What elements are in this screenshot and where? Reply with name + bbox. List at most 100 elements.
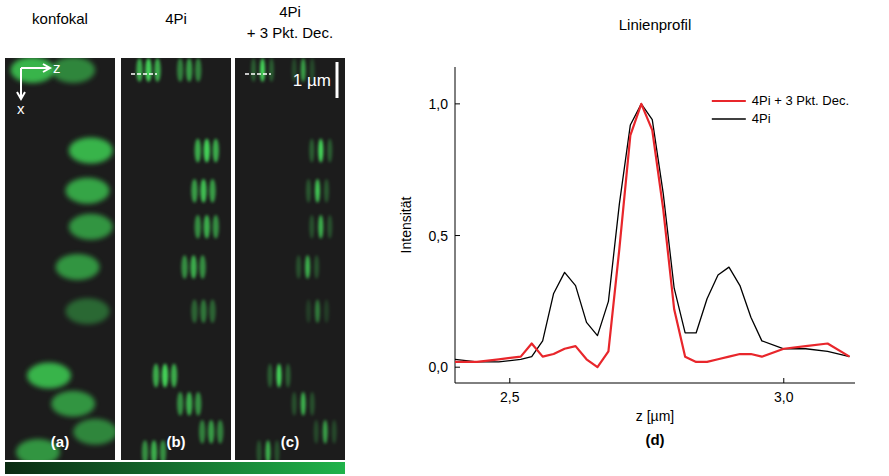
stripe [160,440,166,460]
stripe [324,179,329,203]
blob [73,419,115,445]
stripe [191,299,197,323]
stripe [186,392,192,416]
x-tick [509,378,510,383]
stripe [251,58,256,82]
y-tick-label: 0,0 [429,359,449,375]
fluorescence [11,58,116,460]
stripe [208,420,214,444]
stripe [162,364,168,388]
profile-line [455,104,850,367]
stripe [213,138,219,162]
y-tick [455,235,460,236]
stripe [217,420,223,444]
y-tick-label: 0,5 [429,228,449,244]
stripe [213,215,219,239]
stripe [190,255,196,279]
stripe [142,440,148,460]
stripe [153,364,159,388]
image-background [121,58,231,460]
fluorescence [136,58,223,460]
axis-label: x [17,100,25,117]
axis-label: z [53,59,61,76]
stripe [151,440,157,460]
blob [51,391,95,417]
x-tick-label: 3,0 [774,389,794,405]
image-panel [5,57,117,465]
y-tick-label: 1,0 [429,96,449,112]
stripe [277,364,282,388]
blob [56,254,100,280]
legend-swatch [712,100,746,102]
legend-label: 4Pi [752,111,771,126]
stripe [318,215,323,239]
stripe [286,364,291,388]
stripe [209,179,215,203]
stripe [136,58,142,82]
stripe [305,255,310,279]
stripe [200,299,206,323]
y-axis [455,67,456,383]
blob [11,58,55,83]
stripe [315,179,320,203]
plot-area [455,104,850,367]
blob [51,58,95,83]
y-axis-title: Intensität [398,196,414,253]
stripe [204,138,210,162]
profile-line [131,73,157,75]
axis-arrows [17,64,50,99]
stripe [314,255,319,279]
stripe [145,58,151,82]
panel-title: 4Pi+ 3 Pkt. Dec. [247,3,333,41]
stripe [204,215,210,239]
panel-letter: (d) [645,431,664,448]
stripe [199,420,205,444]
panel-letter: (c) [281,433,299,450]
scale-bar [336,62,339,98]
panel-title: 4Pi [165,10,187,27]
scale-bar-label: 1 µm [293,71,331,90]
stripe [195,392,201,416]
y-tick [455,103,460,104]
stripe [177,58,183,82]
x-axis-title: z [µm] [636,408,674,424]
blob [66,298,110,324]
stripe [195,58,201,82]
legend-swatch [712,118,746,119]
stripe [327,215,332,239]
stripe [177,392,183,416]
stripe [324,299,329,323]
stripe [323,420,328,444]
stripe [296,255,301,279]
panel-letter: (b) [166,433,185,450]
profile-line [245,73,271,75]
stripe [275,440,280,460]
stripe [186,58,192,82]
blob [27,363,71,389]
blob [66,178,110,204]
stripe [318,138,323,162]
blob [69,214,113,240]
stripe [310,392,315,416]
image-background [5,58,115,460]
stripe [306,179,311,203]
stripe [314,420,319,444]
stripe [269,58,274,82]
x-tick-label: 2,5 [500,389,520,405]
stripe [292,392,297,416]
stripe [332,420,337,444]
stripe [199,255,205,279]
y-tick [455,367,460,368]
stripe [309,138,314,162]
stripe [266,440,271,460]
figure: konfokal(a)4Pi(b)4Pi+ 3 Pkt. Dec.(c)zx1 … [0,0,889,476]
stripe [315,299,320,323]
stripe [195,138,201,162]
x-tick [783,378,784,383]
stripe [268,364,273,388]
stripe [195,215,201,239]
stripe [260,58,265,82]
stripe [171,364,177,388]
color-strip [5,462,345,474]
line-chart: Linienprofil0,00,51,02,53,0z [µm]Intensi… [398,16,855,448]
